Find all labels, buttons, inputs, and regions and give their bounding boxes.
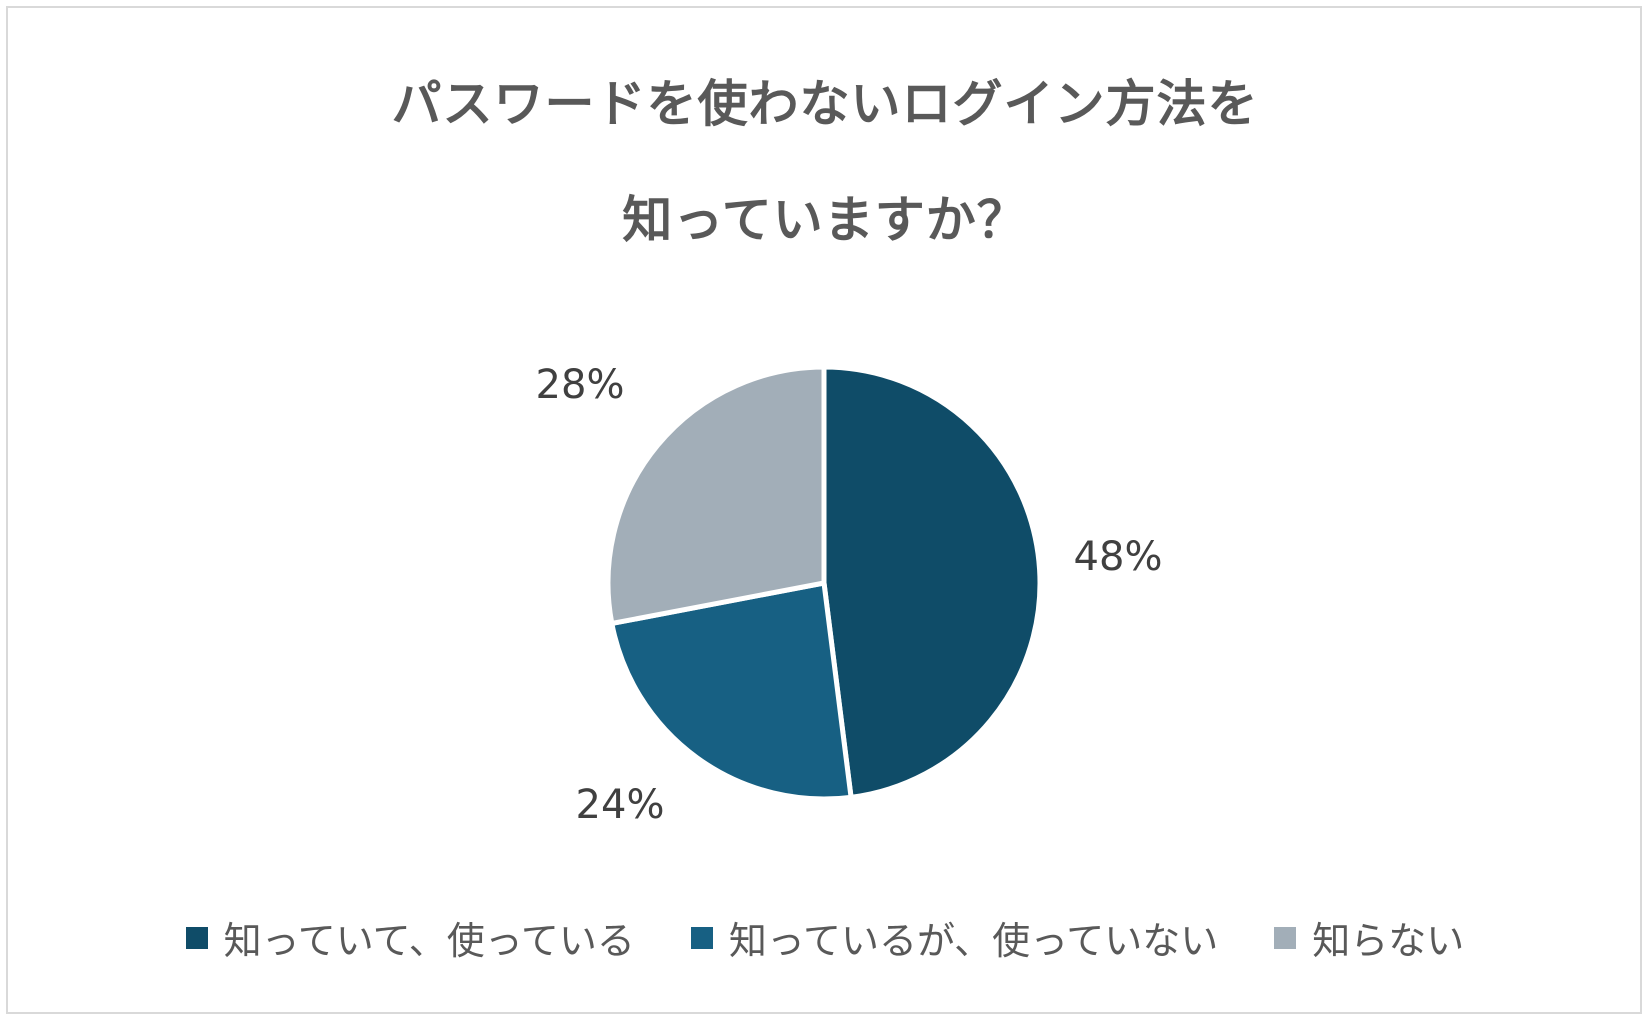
- data-label: 48%: [1074, 534, 1163, 580]
- pie-slice: [605, 364, 827, 626]
- legend-label: 知らない: [1312, 919, 1465, 963]
- legend-swatch: [690, 926, 713, 949]
- pie-slices: [605, 364, 1043, 802]
- pie-slice: [609, 580, 854, 802]
- chart-title-line-1: パスワードを使わないログイン方法を: [391, 75, 1259, 133]
- legend: 知っていて、使っている 知っているが、使っていない 知らない: [0, 910, 1650, 965]
- chart-title-line-2: 知っていますか？: [622, 191, 1028, 249]
- pie-slice: [821, 364, 1043, 800]
- legend-item: 知らない: [1274, 910, 1464, 965]
- pie-data-labels: 48% 24% 28%: [536, 362, 1163, 828]
- data-label: 24%: [576, 782, 665, 828]
- legend-swatch: [1274, 926, 1297, 949]
- data-label: 28%: [536, 362, 625, 408]
- legend-label: 知っていて、使っている: [223, 919, 635, 963]
- legend-item: 知っているが、使っていない: [690, 910, 1219, 965]
- legend-item: 知っていて、使っている: [185, 910, 635, 965]
- legend-label: 知っているが、使っていない: [728, 919, 1219, 963]
- legend-swatch: [185, 926, 208, 949]
